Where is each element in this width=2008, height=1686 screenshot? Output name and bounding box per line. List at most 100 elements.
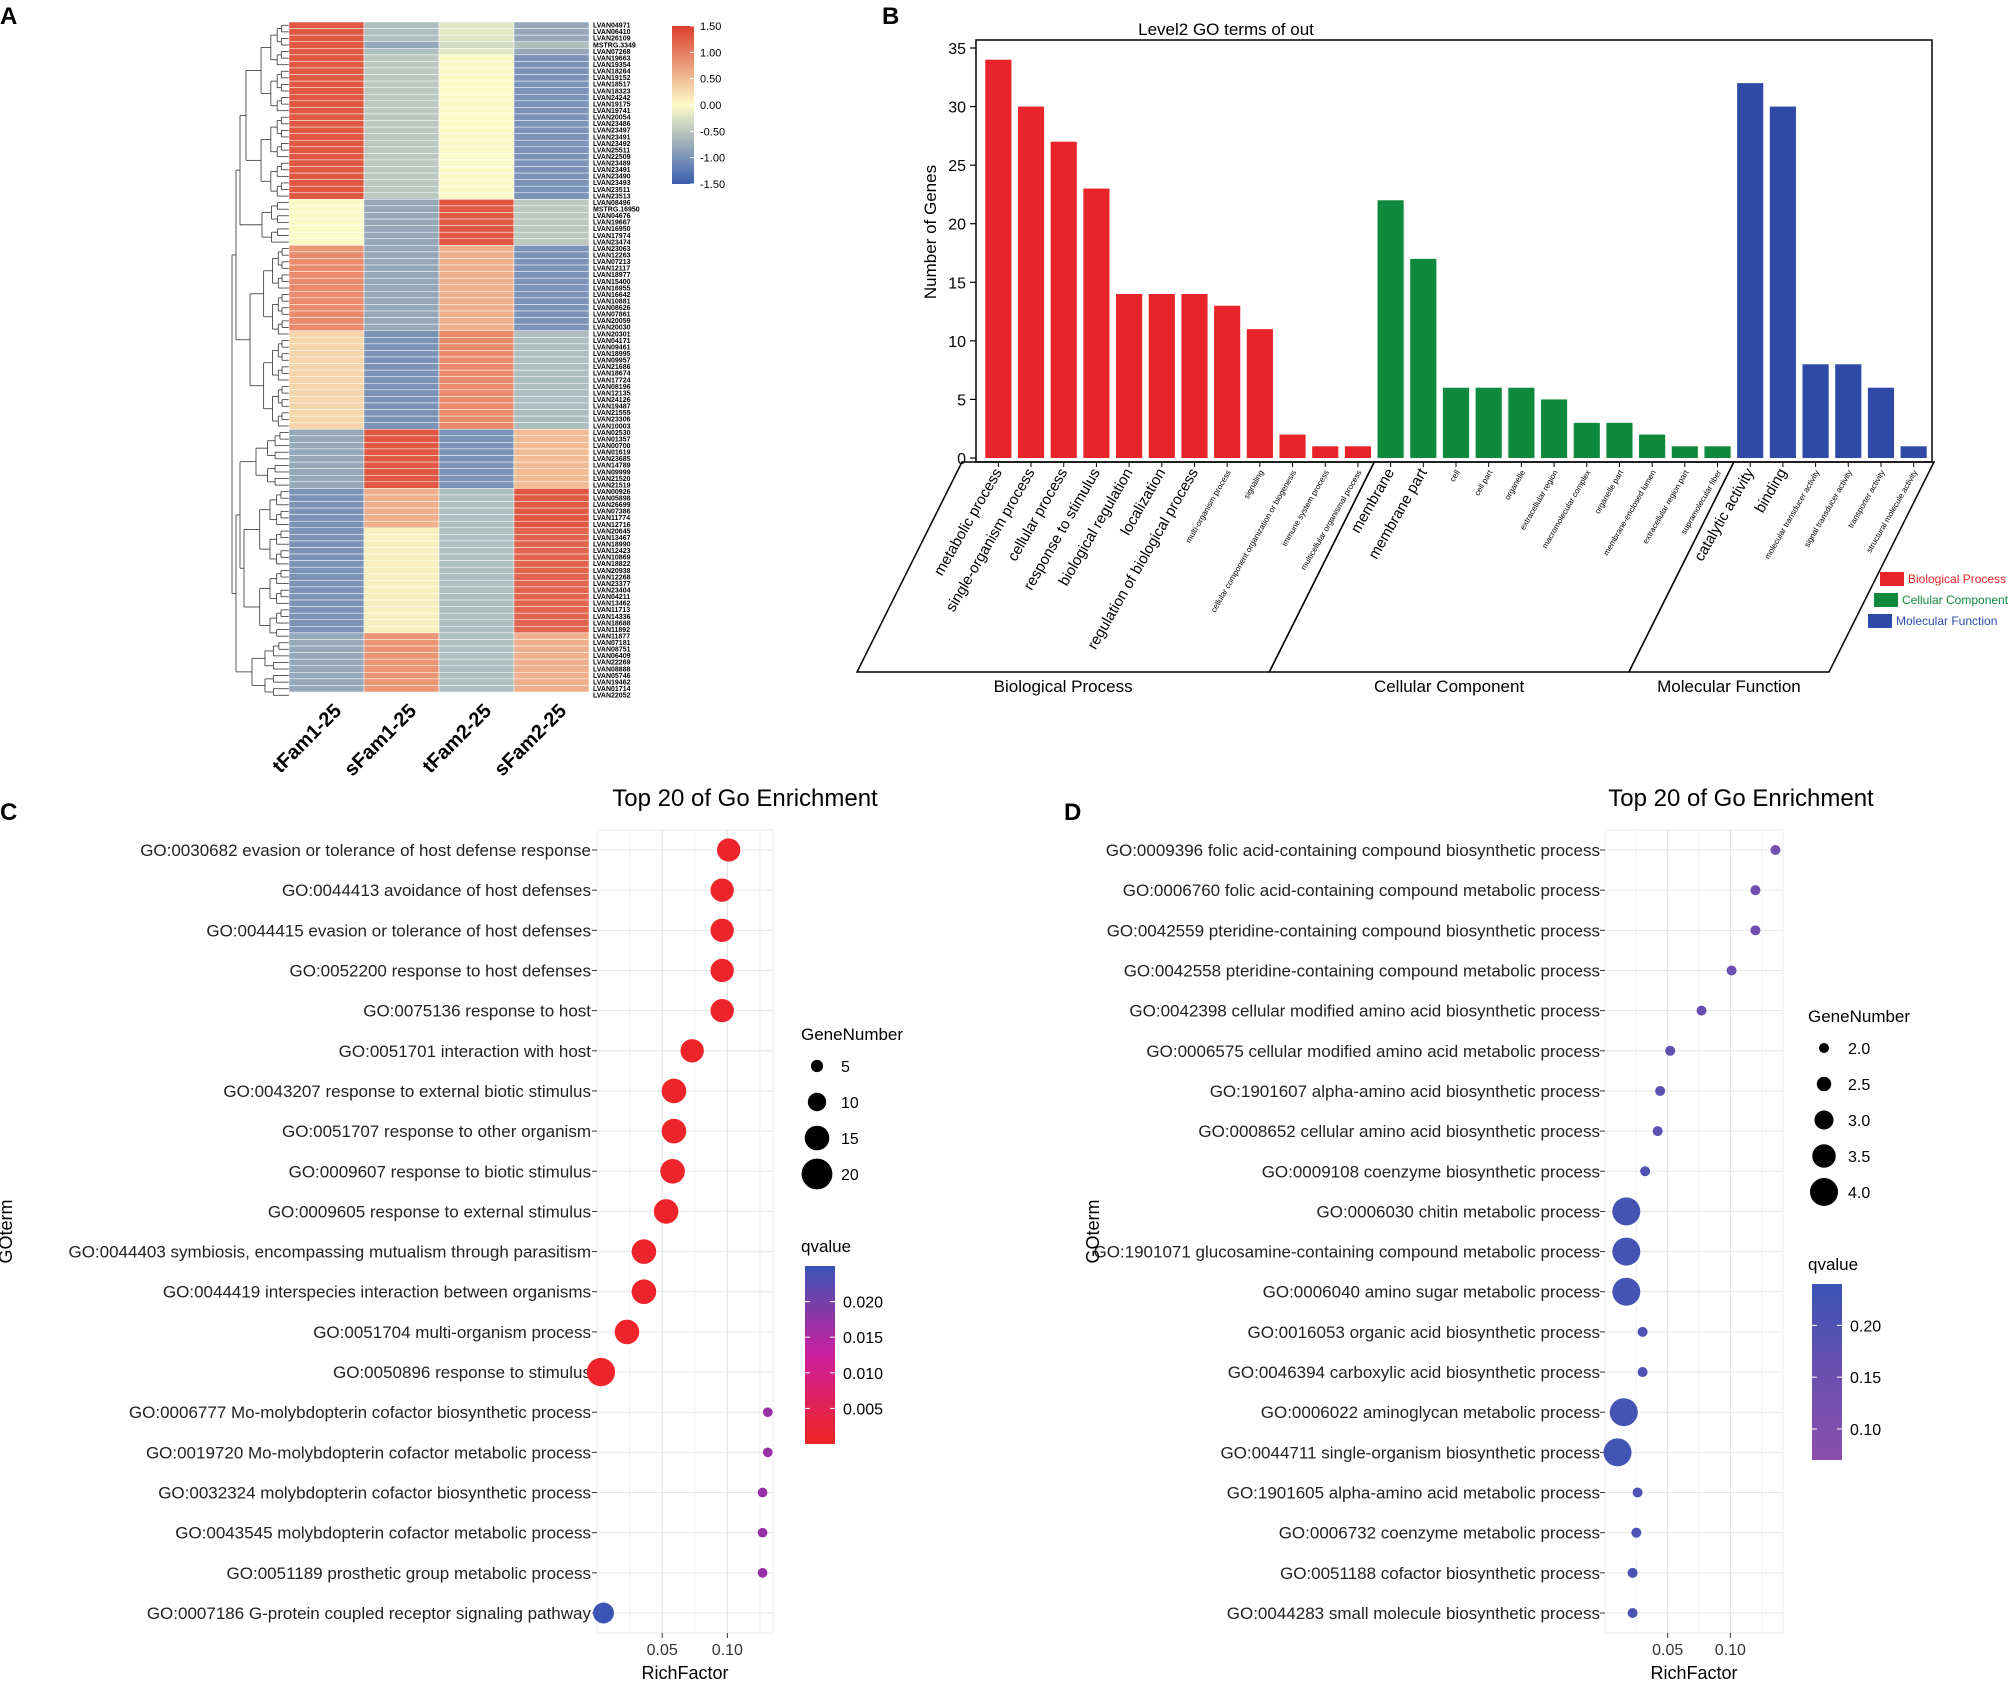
colorbar-ramp [805, 1266, 835, 1444]
size-legend-title: GeneNumber [801, 1025, 903, 1044]
heatmap-row-label: LVAN07386 [593, 509, 631, 516]
term-label: GO:0050896 response to stimulus [333, 1363, 591, 1382]
heatmap-cell [288, 409, 365, 417]
heatmap-cell [438, 448, 515, 456]
heatmap-cell [438, 245, 515, 253]
heatmap-cell [513, 678, 590, 686]
heatmap-cell [363, 61, 440, 69]
chart-b-ylabel: Number of Genes [921, 165, 940, 299]
heatmap-row-label: LVAN11892 [593, 627, 630, 634]
heatmap-cell [288, 402, 365, 410]
heatmap-row-label: LVAN05898 [593, 496, 631, 503]
heatmap-cell [438, 179, 515, 187]
colorbar-tick-label: -1.50 [700, 179, 725, 191]
term-label: GO:0016053 organic acid biosynthetic pro… [1248, 1323, 1600, 1342]
heatmap-cell [363, 126, 440, 134]
heatmap-cell [363, 514, 440, 522]
term-label: GO:0051704 multi-organism process [313, 1323, 591, 1342]
heatmap-cell [288, 258, 365, 266]
bar [1312, 446, 1339, 458]
bar [1867, 387, 1895, 458]
heatmap-cell [288, 350, 365, 358]
heatmap-cell [363, 580, 440, 588]
panel-c-dot-plot: C Top 20 of Go Enrichment GO:0030682 evas… [0, 785, 903, 1683]
heatmap-cell [438, 422, 515, 430]
heatmap-cell [288, 80, 365, 88]
heatmap-row-label: LVAN08196 [593, 384, 631, 391]
heatmap-cell [513, 337, 590, 345]
heatmap-cell [363, 146, 440, 154]
category-label: signaling [1242, 469, 1266, 501]
heatmap-cell [438, 126, 515, 134]
heatmap-cell [363, 34, 440, 42]
heatmap-row-label: LVAN18990 [593, 542, 631, 549]
heatmap-cell [513, 343, 590, 351]
term-label: GO:0046394 carboxylic acid biosynthetic … [1228, 1363, 1600, 1382]
heatmap-cell [363, 264, 440, 272]
heatmap-row-label: LVAN12716 [593, 522, 631, 529]
heatmap-cell [363, 153, 440, 161]
heatmap-cell [288, 678, 365, 686]
heatmap-cell [288, 284, 365, 292]
heatmap-cell [513, 409, 590, 417]
heatmap-row-label: LVAN06410 [593, 29, 631, 36]
heatmap-cell [363, 685, 440, 693]
heatmap-cell [438, 337, 515, 345]
heatmap-cell [363, 593, 440, 601]
heatmap-cell [438, 599, 515, 607]
size-legend-label: 15 [841, 1131, 859, 1148]
heatmap-cell [288, 494, 365, 502]
heatmap-cell [363, 606, 440, 614]
heatmap-cell [288, 547, 365, 555]
heatmap-cell [513, 28, 590, 36]
heatmap-cell [288, 271, 365, 279]
colorbar-tick-label: 0.00 [700, 100, 721, 112]
heatmap-cell [288, 665, 365, 673]
heatmap-row-label: LVAN14336 [593, 614, 631, 621]
heatmap-cell [513, 218, 590, 226]
heatmap-cell [513, 258, 590, 266]
heatmap-cell [363, 120, 440, 128]
panel-label-a: A [0, 3, 17, 30]
heatmap-cell [513, 396, 590, 404]
size-legend-dot [1816, 1076, 1832, 1092]
heatmap-cell [288, 179, 365, 187]
heatmap-row-label: LVAN21520 [593, 476, 631, 483]
heatmap-row-label: LVAN26699 [593, 502, 631, 509]
heatmap-cell [438, 534, 515, 542]
heatmap-cell [363, 337, 440, 345]
bar [1671, 446, 1698, 458]
term-label: GO:0051701 interaction with host [339, 1042, 592, 1061]
heatmap-row-label: LVAN13462 [593, 601, 631, 608]
heatmap-cell [363, 422, 440, 430]
heatmap-row-label: LVAN23493 [593, 180, 631, 187]
heatmap-cell [438, 612, 515, 620]
heatmap-cell [288, 120, 365, 128]
heatmap-cell [438, 41, 515, 49]
chart-title: Top 20 of Go Enrichment [1608, 785, 1874, 812]
heatmap-cell [288, 514, 365, 522]
heatmap-row-label: LVAN19667 [593, 220, 631, 227]
heatmap-cell [363, 566, 440, 575]
data-point [1632, 1487, 1643, 1498]
heatmap-cell [288, 330, 365, 338]
legend-swatch [1868, 614, 1892, 628]
heatmap-cell [288, 218, 365, 226]
category-label: organelle part [1593, 468, 1626, 516]
heatmap-cell [288, 369, 365, 377]
heatmap-cell [363, 639, 440, 647]
heatmap-row-label: LVAN00700 [593, 443, 631, 450]
heatmap-cell [513, 488, 590, 496]
heatmap-row-label: LVAN08751 [593, 647, 631, 654]
heatmap-row-label: LVAN22269 [593, 660, 631, 667]
heatmap-cell [513, 435, 590, 443]
data-point [1640, 1166, 1651, 1177]
group-box [1268, 461, 1736, 673]
term-label: GO:0032324 molybdopterin cofactor biosyn… [158, 1484, 591, 1503]
heatmap-cell [438, 658, 515, 666]
heatmap-cell [513, 507, 590, 515]
heatmap-cell [513, 48, 590, 56]
heatmap-cell [288, 139, 365, 148]
term-label: GO:0006760 folic acid-containing compoun… [1123, 881, 1600, 900]
heatmap-row-label: LVAN18323 [593, 88, 631, 95]
